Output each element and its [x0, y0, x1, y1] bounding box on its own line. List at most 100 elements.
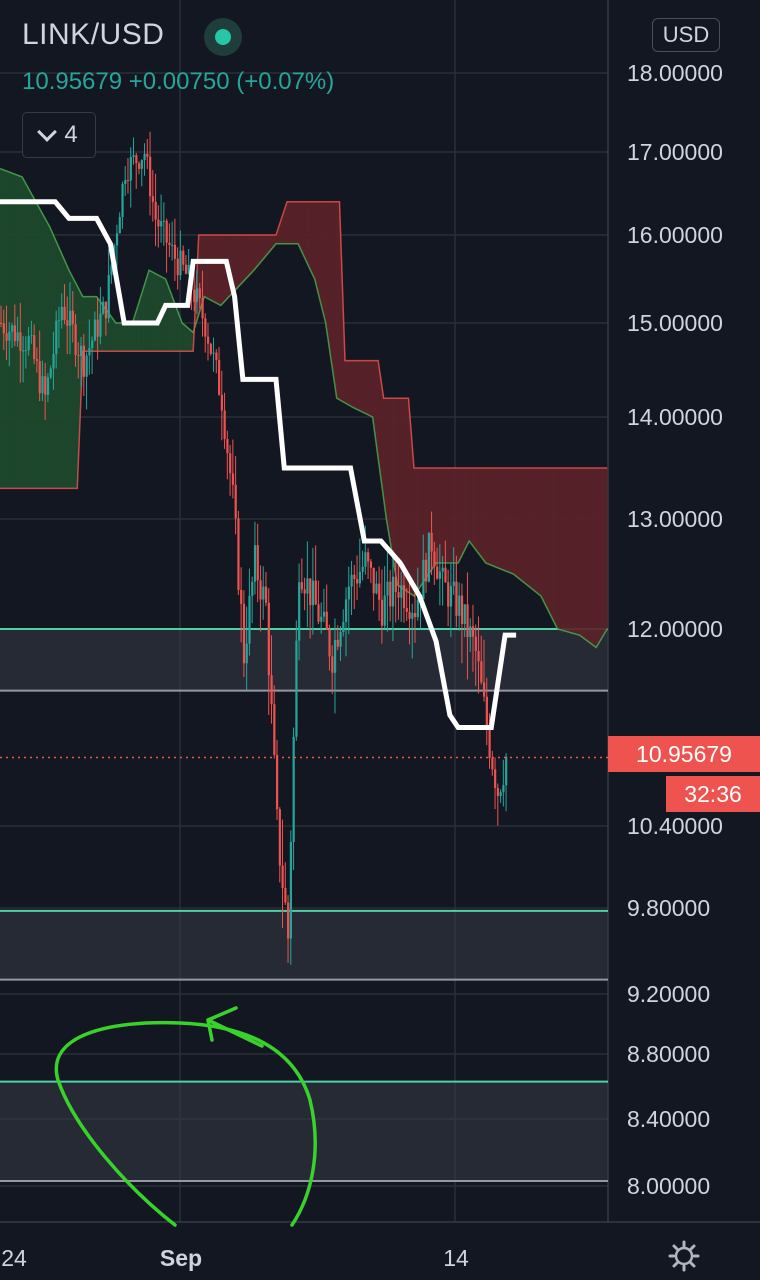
candle-body [259, 580, 262, 600]
y-tick-label: 8.80000 [627, 1041, 710, 1067]
candle-body [19, 332, 22, 351]
candle-body [414, 613, 417, 618]
candle-body [124, 179, 127, 184]
cloud-segment [367, 360, 371, 416]
cloud-segment [474, 468, 478, 552]
candle-body [480, 661, 483, 683]
y-tick-label: 17.00000 [627, 139, 723, 165]
candle-body [234, 484, 237, 519]
cloud-segment [598, 468, 603, 643]
currency-button[interactable]: USD [652, 18, 720, 52]
cloud-segment [527, 468, 531, 588]
candle-body [485, 696, 488, 729]
candle-body [306, 578, 309, 594]
symbol-title[interactable]: LINK/USD [22, 18, 165, 51]
annotation-circle [54, 1020, 317, 1227]
candle-body [80, 345, 83, 356]
cloud-segment [565, 468, 570, 633]
cloud-segment [207, 235, 211, 300]
cloud-segment [480, 468, 484, 560]
cloud-segment [16, 174, 20, 489]
candle-body [88, 347, 91, 356]
candle-body [5, 333, 8, 341]
cloud-segment [345, 360, 349, 405]
cloud-segment [416, 468, 421, 592]
candle-body [309, 578, 312, 606]
candle-body [160, 221, 163, 227]
cloud-segment [350, 360, 354, 408]
candle-body [314, 580, 317, 605]
candle-body [57, 320, 61, 322]
candle-body [284, 887, 287, 903]
candle-body [300, 582, 304, 590]
candle-body [430, 532, 433, 552]
candle-body [16, 332, 19, 342]
cloud-segment [30, 191, 34, 489]
candle-body [82, 345, 85, 377]
cloud-segment [389, 398, 393, 552]
candle-body [281, 865, 284, 888]
candle-body [333, 639, 337, 673]
cloud-segment [19, 175, 23, 489]
cloud-segment [535, 468, 539, 594]
candle-body [347, 586, 350, 600]
cloud-segment [378, 360, 382, 479]
candle-body [267, 602, 270, 676]
cloud-segment [510, 468, 514, 574]
cloud-segment [540, 468, 545, 602]
candle-body [74, 324, 77, 356]
settings-gear-icon[interactable] [668, 1240, 700, 1272]
candle-body [466, 604, 469, 637]
y-tick-label: 9.80000 [627, 895, 710, 921]
cloud-segment [585, 468, 589, 642]
candle-body [182, 250, 185, 265]
candle-body [102, 301, 105, 314]
candle-body [245, 643, 248, 664]
candle-body [483, 682, 486, 697]
cloud-segment [248, 235, 252, 277]
cloud-segment [353, 360, 357, 409]
cloud-segment [538, 468, 542, 596]
candle-body [132, 155, 135, 157]
candle-body [22, 350, 25, 352]
cloud-segment [452, 468, 456, 563]
cloud-segment [220, 235, 225, 306]
cloud-segment [209, 235, 214, 301]
candle-body [209, 343, 212, 354]
cloud-segment [149, 270, 153, 352]
cloud-segment [449, 468, 454, 563]
candle-body [356, 579, 359, 584]
cloud-segment [568, 468, 572, 633]
candle-body [262, 586, 265, 600]
cloud-segment [85, 296, 89, 352]
cloud-segment [436, 468, 440, 563]
indicators-toggle-button[interactable]: 4 [22, 112, 96, 158]
kijun-baseline [0, 199, 517, 730]
candle-body [38, 361, 41, 394]
candle-body [187, 264, 190, 274]
candle-body [460, 595, 464, 624]
cloud-segment [284, 201, 288, 244]
cloud-segment [223, 235, 227, 303]
cloud-segment [466, 468, 470, 547]
cloud-segment [218, 235, 222, 306]
candle-body [49, 368, 52, 378]
candle-body [99, 313, 102, 337]
cloud-segment [402, 398, 407, 591]
candle-body [452, 581, 455, 587]
cloud-segment [460, 468, 465, 558]
cloud-segment [400, 398, 404, 589]
candle-body [201, 298, 204, 319]
cloud-segment [554, 468, 559, 629]
cloud-segment [488, 468, 492, 566]
cloud-segment [391, 398, 396, 569]
candle-body [107, 275, 110, 319]
candle-body [438, 571, 442, 579]
candle-body [2, 323, 5, 334]
candle-body [477, 650, 480, 662]
cloud-segment [276, 226, 280, 244]
candle-body [149, 156, 152, 197]
candle-body [505, 756, 508, 786]
cloud-segment [339, 201, 343, 402]
